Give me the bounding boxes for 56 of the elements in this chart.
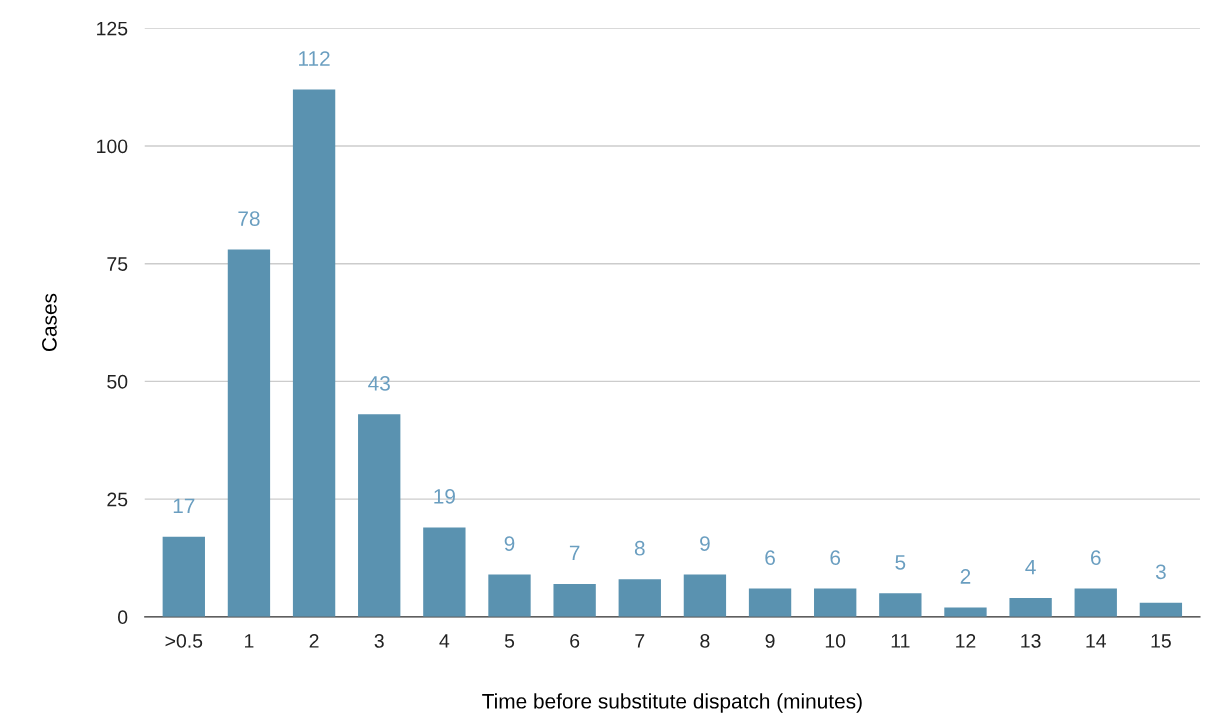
data-label: 3 xyxy=(1155,564,1166,580)
x-tick-label: 12 xyxy=(956,634,976,648)
x-tick-label: 10 xyxy=(825,634,846,648)
data-label: 6 xyxy=(830,550,841,566)
y-tick-label: 100 xyxy=(97,139,128,154)
x-tick-label: 2 xyxy=(309,634,319,648)
y-tick-label: 50 xyxy=(107,374,128,389)
bar xyxy=(879,593,922,617)
data-label: 2 xyxy=(960,569,971,584)
data-label: 9 xyxy=(504,536,515,551)
bar xyxy=(1074,588,1117,617)
y-tick-label: 0 xyxy=(118,610,128,625)
bar xyxy=(1139,602,1183,617)
data-label: 4 xyxy=(1025,559,1036,575)
x-tick-label: 1 xyxy=(245,634,254,648)
x-tick-label: 11 xyxy=(891,634,910,648)
x-tick-label: >0.5 xyxy=(165,634,203,648)
data-label: 112 xyxy=(299,51,330,66)
x-tick-label: 8 xyxy=(700,634,710,648)
bar xyxy=(618,579,661,617)
data-label: 7 xyxy=(569,545,580,561)
data-label: 6 xyxy=(765,550,775,566)
bar xyxy=(683,574,727,617)
bar xyxy=(488,574,531,617)
x-tick-label: 5 xyxy=(504,634,515,648)
x-tick-label: 9 xyxy=(765,634,775,648)
bar xyxy=(162,536,205,617)
bar xyxy=(292,89,336,617)
x-tick-label: 7 xyxy=(635,634,645,648)
data-label: 9 xyxy=(700,536,710,551)
bar xyxy=(944,607,987,617)
data-label: 6 xyxy=(1091,550,1101,566)
y-tick-label: 125 xyxy=(97,21,128,36)
data-label: 8 xyxy=(634,540,645,556)
x-tick-label: 4 xyxy=(439,634,450,648)
x-tick-label: 14 xyxy=(1086,634,1106,648)
bar xyxy=(1009,598,1052,617)
bar xyxy=(423,527,466,617)
data-label: 19 xyxy=(434,489,455,504)
bar xyxy=(553,583,596,617)
bar xyxy=(814,588,857,617)
bar xyxy=(748,588,792,617)
y-tick-label: 25 xyxy=(107,492,128,507)
x-tick-label: 3 xyxy=(374,634,384,648)
data-label: 78 xyxy=(238,211,260,226)
y-axis-title: Cases xyxy=(42,293,57,352)
bar xyxy=(358,414,401,617)
y-tick-label: 75 xyxy=(107,257,128,271)
x-tick-label: 15 xyxy=(1151,634,1171,648)
data-label: 43 xyxy=(368,376,390,391)
bar xyxy=(227,249,271,617)
data-label: 17 xyxy=(173,498,195,514)
x-tick-label: 13 xyxy=(1021,634,1041,648)
data-label: 5 xyxy=(895,555,906,570)
x-tick-label: 6 xyxy=(570,634,580,648)
x-axis-title: Time before substitute dispatch (minutes) xyxy=(482,693,862,713)
